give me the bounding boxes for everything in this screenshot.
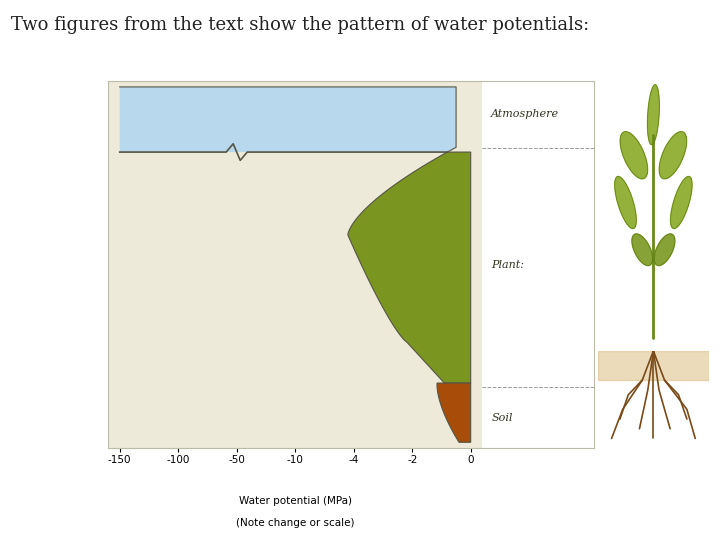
Text: (Note change or scale): (Note change or scale) [236,518,354,528]
Polygon shape [615,177,636,228]
Polygon shape [620,132,647,179]
Polygon shape [654,234,675,266]
Polygon shape [660,132,687,179]
Text: Plant:: Plant: [491,260,524,269]
Text: Water potential (MPa): Water potential (MPa) [239,496,351,506]
Polygon shape [437,383,471,442]
Polygon shape [670,177,692,228]
Text: Soil: Soil [491,413,513,423]
Polygon shape [348,152,471,383]
Bar [598,351,709,380]
Text: Atmosphere: Atmosphere [491,109,559,119]
Polygon shape [120,87,456,152]
Polygon shape [632,234,652,266]
Polygon shape [647,85,660,145]
Text: Two figures from the text show the pattern of water potentials:: Two figures from the text show the patte… [11,16,589,34]
